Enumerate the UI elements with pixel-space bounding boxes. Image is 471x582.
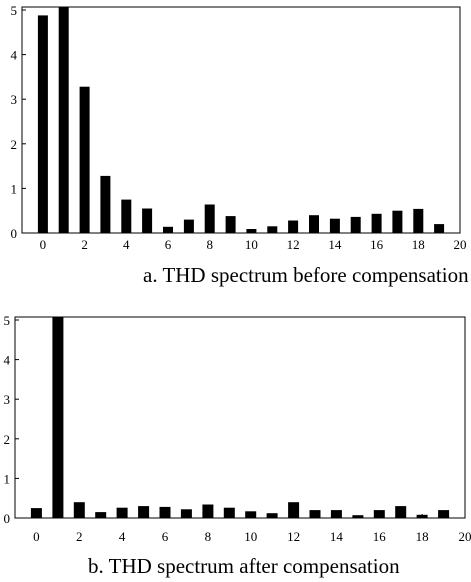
x-tick-label: 14 xyxy=(328,237,342,252)
bar-harmonic-19 xyxy=(434,224,445,233)
y-tick-label: 3 xyxy=(4,392,11,407)
y-tick-label: 0 xyxy=(4,511,11,526)
x-tick-label: 4 xyxy=(119,529,126,544)
bar-harmonic-5 xyxy=(142,208,153,233)
plot-frame xyxy=(21,6,461,234)
x-tick-label: 8 xyxy=(205,529,212,544)
bar-harmonic-9 xyxy=(225,216,236,233)
bar-harmonic-2 xyxy=(73,502,85,518)
bar-harmonic-19 xyxy=(438,510,450,518)
bars xyxy=(30,317,450,518)
x-tick-label: 14 xyxy=(330,529,344,544)
bar-harmonic-12 xyxy=(288,502,300,518)
bar-harmonic-11 xyxy=(267,226,278,233)
x-tick-label: 18 xyxy=(416,529,429,544)
bar-harmonic-2 xyxy=(79,86,90,233)
bar-harmonic-16 xyxy=(371,213,382,233)
bar-harmonic-8 xyxy=(202,504,214,518)
bar-harmonic-6 xyxy=(159,506,171,518)
x-tick-label: 4 xyxy=(123,237,130,252)
bar-harmonic-18 xyxy=(413,208,424,233)
x-tick-label: 16 xyxy=(373,529,387,544)
x-tick-label: 6 xyxy=(162,529,169,544)
bar-harmonic-12 xyxy=(288,220,299,233)
x-tick-label: 20 xyxy=(454,237,467,252)
x-tick-label: 16 xyxy=(370,237,384,252)
y-tick-label: 5 xyxy=(4,313,11,328)
x-tick-label: 12 xyxy=(287,529,300,544)
x-tick-label: 0 xyxy=(33,529,40,544)
x-tick-label: 6 xyxy=(165,237,172,252)
bar-harmonic-17 xyxy=(392,210,403,233)
x-tick-label: 10 xyxy=(244,529,257,544)
bar-harmonic-1 xyxy=(58,7,69,233)
x-tick-label: 20 xyxy=(459,529,471,544)
x-tick-label: 18 xyxy=(412,237,425,252)
y-tick-label: 1 xyxy=(11,181,18,196)
y-tick-label: 5 xyxy=(11,3,18,18)
bar-harmonic-5 xyxy=(138,506,150,518)
bar-harmonic-0 xyxy=(37,15,48,233)
caption-after: b. THD spectrum after compensation xyxy=(88,554,400,578)
x-tick-label: 0 xyxy=(40,237,47,252)
y-tick-label: 2 xyxy=(11,137,18,152)
x-tick-label: 2 xyxy=(81,237,88,252)
bar-harmonic-7 xyxy=(180,509,192,518)
bar-harmonic-4 xyxy=(121,199,132,233)
y-tick-label: 4 xyxy=(4,353,11,368)
bar-harmonic-7 xyxy=(183,219,194,233)
bar-harmonic-4 xyxy=(116,507,128,518)
bar-harmonic-15 xyxy=(350,216,361,233)
bar-harmonic-9 xyxy=(223,507,235,518)
x-tick-label: 12 xyxy=(287,237,300,252)
bar-harmonic-8 xyxy=(204,204,215,233)
bar-harmonic-13 xyxy=(309,215,319,233)
plot-frame xyxy=(14,316,466,519)
y-tick-label: 4 xyxy=(11,48,18,63)
caption-before: a. THD spectrum before compensation xyxy=(143,263,469,287)
y-tick-label: 2 xyxy=(4,432,11,447)
y-tick-label: 3 xyxy=(11,92,18,107)
bars xyxy=(37,7,445,233)
bar-harmonic-13 xyxy=(309,510,321,518)
bar-harmonic-14 xyxy=(329,218,340,233)
y-tick-label: 0 xyxy=(11,226,18,241)
bar-harmonic-3 xyxy=(100,175,111,233)
bar-harmonic-11 xyxy=(266,513,278,518)
y-tick-label: 1 xyxy=(4,471,11,486)
x-tick-label: 2 xyxy=(76,529,83,544)
bar-harmonic-17 xyxy=(395,506,407,518)
bar-harmonic-15 xyxy=(352,515,364,518)
bar-harmonic-3 xyxy=(95,512,107,518)
x-tick-label: 8 xyxy=(206,237,213,252)
bar-harmonic-1 xyxy=(52,317,64,518)
x-tick-label: 10 xyxy=(245,237,258,252)
bar-harmonic-0 xyxy=(30,508,42,518)
